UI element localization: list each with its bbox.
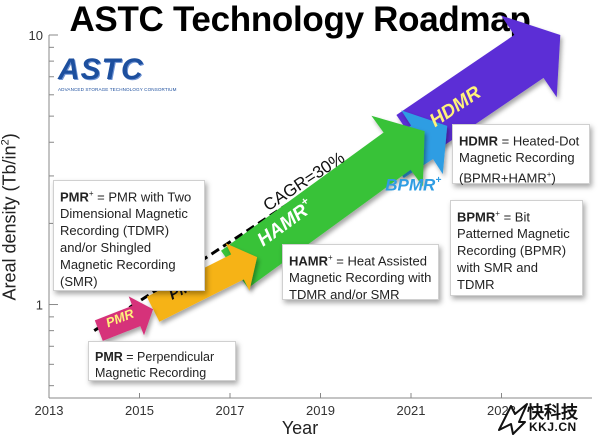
chart-title: ASTC Technology Roadmap [69,0,531,39]
bpmr-arrow-label-sup: + [435,175,441,186]
x-tick-label: 2019 [306,403,335,418]
bpmr-note-term: BPMR [457,209,496,225]
hdmr-arrow [396,15,561,158]
y-axis-label-text: Areal density (Tb/in [0,145,20,301]
bpmr-arrow-label-text: BPMR [385,175,436,194]
hamr-arrow [221,115,425,288]
watermark-url: KKJ.CN [529,420,577,434]
y-axis-label-sup: 2 [0,139,12,146]
hdmr-note-text-end: ) [551,170,556,186]
pmr-plus-note-text: = PMR with Two Dimensional Magnetic Reco… [60,189,192,290]
y-tick-label: 1 [36,298,43,313]
pmr-note: PMR = Perpendicular Magnetic Recording [88,341,236,381]
bpmr-note-text: = Bit Patterned Magnetic Recording (BPMR… [457,209,570,293]
hamr-note-term: HAMR [289,253,328,269]
hamr-note-text: = Heat Assisted Magnetic Recording with … [289,253,432,303]
astc-logo-subtitle: ADVANCED STORAGE TECHNOLOGY CONSORTIUM [58,87,177,92]
astc-logo-word: ASTC [58,53,144,86]
watermark-bird-icon [498,403,528,435]
pmr-arrow [94,296,154,341]
bpmr-arrow-label: BPMR+ [385,175,441,195]
bpmr-note: BPMR+ = Bit Patterned Magnetic Recording… [450,200,583,296]
pmr-plus-note-term: PMR [60,189,89,205]
pmr-plus-note: PMR+ = PMR with Two Dimensional Magnetic… [53,180,205,291]
astc-logo: ASTC ADVANCED STORAGE TECHNOLOGY CONSORT… [58,53,188,93]
y-tick-label: 10 [29,28,43,43]
hdmr-note-text-sup: + [546,170,552,180]
x-tick-label: 2015 [125,403,154,418]
y-axis-label-close: ) [0,133,20,140]
watermark-chinese: 快科技 [527,403,578,423]
x-tick-label: 2013 [35,403,64,418]
hdmr-note-term: HDMR [459,133,498,149]
hdmr-note-text: = Heated-Dot Magnetic Recording (BPMR+HA… [459,133,580,186]
bpmr-note-sup: + [495,209,500,218]
hamr-note-sup: + [328,253,333,262]
hdmr-note: HDMR = Heated-Dot Magnetic Recording (BP… [452,124,590,186]
x-tick-label: 2017 [216,403,245,418]
kkj-watermark: 快科技 KKJ.CN [497,398,597,438]
x-tick-label: 2021 [397,403,426,418]
pmr-note-text: = Perpendicular Magnetic Recording [95,350,215,381]
hamr-note: HAMR+ = Heat Assisted Magnetic Recording… [282,244,439,303]
y-axis-label: Areal density (Tb/in2) [0,133,21,300]
pmr-plus-note-sup: + [88,189,94,198]
x-axis-label: Year [281,418,319,438]
pmr-note-term: PMR [95,350,123,365]
